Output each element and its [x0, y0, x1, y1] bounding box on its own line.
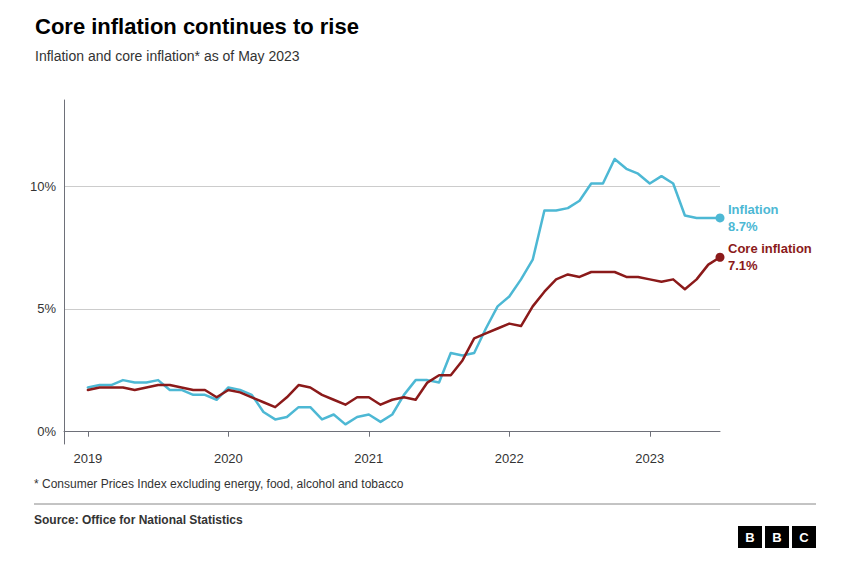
svg-text:8.7%: 8.7% — [728, 219, 758, 234]
svg-text:2021: 2021 — [354, 451, 383, 466]
svg-text:B: B — [772, 530, 781, 545]
svg-text:* Consumer Prices Index exclud: * Consumer Prices Index excluding energy… — [34, 477, 404, 491]
svg-text:2020: 2020 — [214, 451, 243, 466]
svg-text:2022: 2022 — [495, 451, 524, 466]
svg-text:5%: 5% — [37, 301, 56, 316]
svg-text:B: B — [745, 530, 754, 545]
svg-text:Source: Office for National St: Source: Office for National Statistics — [34, 513, 243, 527]
svg-text:Core inflation continues to ri: Core inflation continues to rise — [35, 14, 359, 39]
svg-text:2023: 2023 — [635, 451, 664, 466]
svg-text:10%: 10% — [30, 179, 56, 194]
svg-text:Core inflation: Core inflation — [728, 241, 812, 256]
svg-text:0%: 0% — [37, 424, 56, 439]
svg-text:Inflation and core inflation*: Inflation and core inflation* as of May … — [35, 48, 300, 64]
svg-text:Inflation: Inflation — [728, 202, 779, 217]
svg-text:C: C — [799, 530, 809, 545]
svg-text:2019: 2019 — [73, 451, 102, 466]
svg-text:7.1%: 7.1% — [728, 258, 758, 273]
